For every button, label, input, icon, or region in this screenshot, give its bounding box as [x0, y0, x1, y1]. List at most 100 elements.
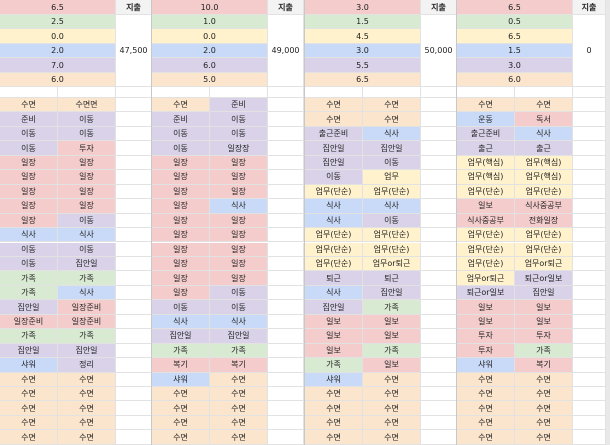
summary-cell[interactable]: 5.0 — [152, 72, 268, 88]
schedule-cell[interactable]: 수면 — [305, 387, 363, 402]
blank-cell[interactable] — [421, 430, 457, 445]
blank-cell[interactable] — [573, 213, 606, 229]
blank-cell[interactable] — [573, 300, 606, 315]
schedule-cell[interactable]: 준비 — [210, 98, 268, 113]
schedule-cell[interactable]: 가족 — [152, 343, 210, 359]
summary-cell[interactable]: 3.0 — [305, 0, 421, 15]
schedule-cell[interactable]: 수면 — [210, 415, 268, 431]
blank-cell[interactable] — [268, 256, 304, 272]
schedule-cell[interactable]: 업무(핵심) — [457, 155, 515, 171]
blank-cell[interactable] — [573, 242, 606, 257]
blank-cell[interactable] — [210, 87, 268, 98]
schedule-cell[interactable]: 식사중공부 — [457, 213, 515, 229]
schedule-cell[interactable]: 퇴근 — [305, 271, 363, 286]
schedule-cell[interactable]: 업무(단순) — [457, 184, 515, 200]
summary-cell[interactable]: 2.0 — [0, 43, 116, 59]
schedule-cell[interactable]: 일보 — [457, 300, 515, 315]
schedule-cell[interactable]: 수면 — [363, 112, 421, 127]
schedule-cell[interactable]: 출근준비 — [305, 126, 363, 142]
schedule-cell[interactable]: 업무or퇴근 — [457, 271, 515, 286]
blank-cell[interactable] — [116, 430, 152, 445]
summary-cell[interactable]: 3.0 — [457, 58, 573, 73]
blank-cell[interactable] — [573, 358, 606, 373]
schedule-cell[interactable]: 일장 — [152, 242, 210, 257]
blank-cell[interactable] — [116, 285, 152, 301]
blank-cell[interactable] — [268, 141, 304, 156]
blank-cell[interactable] — [116, 87, 152, 98]
blank-cell[interactable] — [116, 155, 152, 171]
schedule-cell[interactable]: 수면 — [515, 415, 573, 431]
blank-cell[interactable] — [573, 415, 606, 431]
schedule-cell[interactable]: 수면 — [515, 387, 573, 402]
schedule-cell[interactable]: 샤워 — [305, 372, 363, 387]
summary-cell[interactable]: 6.5 — [305, 72, 421, 88]
schedule-cell[interactable]: 수면 — [210, 401, 268, 416]
schedule-cell[interactable]: 일장 — [152, 256, 210, 272]
blank-cell[interactable] — [152, 87, 210, 98]
schedule-cell[interactable]: 수면 — [515, 98, 573, 113]
schedule-cell[interactable]: 투자 — [58, 141, 116, 156]
schedule-cell[interactable]: 일장 — [152, 213, 210, 229]
schedule-cell[interactable]: 수면 — [457, 430, 515, 445]
blank-cell[interactable] — [268, 285, 304, 301]
expense-value[interactable]: 0 — [573, 15, 606, 88]
schedule-cell[interactable]: 준비 — [0, 112, 58, 127]
expense-value[interactable]: 47,500 — [116, 15, 152, 88]
schedule-cell[interactable]: 업무(단순) — [515, 242, 573, 257]
schedule-cell[interactable]: 이동 — [0, 141, 58, 156]
schedule-cell[interactable]: 집안일 — [152, 329, 210, 344]
schedule-cell[interactable]: 투자 — [457, 329, 515, 344]
schedule-cell[interactable]: 일보 — [305, 314, 363, 330]
schedule-cell[interactable]: 운동 — [457, 112, 515, 127]
schedule-cell[interactable]: 수면 — [210, 430, 268, 445]
schedule-cell[interactable]: 집안일 — [305, 155, 363, 171]
blank-cell[interactable] — [116, 213, 152, 229]
blank-cell[interactable] — [421, 401, 457, 416]
schedule-cell[interactable]: 업무(단순) — [515, 228, 573, 243]
schedule-cell[interactable]: 가족 — [58, 329, 116, 344]
schedule-cell[interactable]: 출근 — [457, 141, 515, 156]
blank-cell[interactable] — [573, 98, 606, 113]
schedule-cell[interactable]: 준비 — [152, 112, 210, 127]
schedule-cell[interactable]: 업무(단순) — [305, 228, 363, 243]
schedule-cell[interactable]: 일장 — [210, 256, 268, 272]
blank-cell[interactable] — [573, 372, 606, 387]
schedule-cell[interactable]: 일장 — [58, 199, 116, 214]
blank-cell[interactable] — [116, 199, 152, 214]
schedule-cell[interactable]: 일보 — [457, 314, 515, 330]
schedule-cell[interactable]: 일보 — [363, 358, 421, 373]
schedule-cell[interactable]: 일장 — [152, 228, 210, 243]
blank-cell[interactable] — [515, 87, 573, 98]
summary-cell[interactable]: 6.0 — [152, 58, 268, 73]
schedule-cell[interactable]: 수면 — [305, 430, 363, 445]
schedule-cell[interactable]: 이동 — [210, 126, 268, 142]
schedule-cell[interactable]: 정리 — [58, 358, 116, 373]
schedule-cell[interactable]: 수면 — [152, 415, 210, 431]
schedule-cell[interactable]: 식사중공부 — [515, 199, 573, 214]
schedule-cell[interactable]: 샤워 — [152, 372, 210, 387]
blank-cell[interactable] — [421, 184, 457, 200]
blank-cell[interactable] — [116, 228, 152, 243]
schedule-cell[interactable]: 퇴근or일보 — [515, 271, 573, 286]
schedule-cell[interactable]: 이동 — [305, 170, 363, 185]
blank-cell[interactable] — [573, 271, 606, 286]
schedule-cell[interactable]: 집안일 — [363, 141, 421, 156]
schedule-cell[interactable]: 업무(핵심) — [515, 155, 573, 171]
summary-cell[interactable]: 6.5 — [0, 0, 116, 15]
schedule-cell[interactable]: 집안일 — [0, 343, 58, 359]
blank-cell[interactable] — [573, 228, 606, 243]
blank-cell[interactable] — [116, 184, 152, 200]
schedule-cell[interactable]: 수면 — [58, 401, 116, 416]
schedule-cell[interactable]: 일보 — [305, 329, 363, 344]
schedule-cell[interactable]: 수면 — [210, 387, 268, 402]
blank-cell[interactable] — [421, 87, 457, 98]
schedule-cell[interactable]: 수면 — [457, 415, 515, 431]
blank-cell[interactable] — [573, 401, 606, 416]
schedule-cell[interactable]: 일장 — [152, 155, 210, 171]
schedule-cell[interactable]: 수면 — [305, 401, 363, 416]
schedule-cell[interactable]: 전화일장 — [515, 213, 573, 229]
schedule-cell[interactable]: 집안일 — [58, 343, 116, 359]
schedule-cell[interactable]: 업무 — [363, 170, 421, 185]
schedule-cell[interactable]: 수면 — [58, 372, 116, 387]
schedule-cell[interactable]: 업무(단순) — [305, 184, 363, 200]
